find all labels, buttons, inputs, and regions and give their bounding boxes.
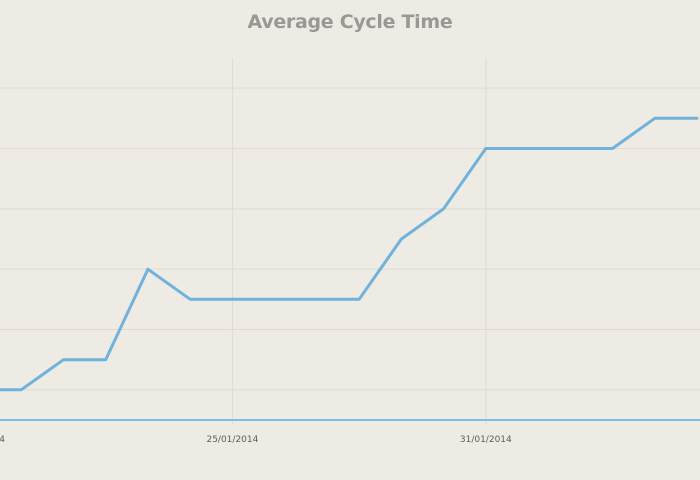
data-point [526, 147, 530, 150]
data-point [315, 298, 319, 301]
chart-title: Average Cycle Time [247, 11, 453, 33]
series-line [0, 116, 699, 392]
data-point [104, 358, 107, 361]
data-point [569, 147, 572, 150]
data-point [231, 298, 234, 301]
x-tick-label: 31/01/2014 [460, 435, 512, 445]
data-point [188, 298, 192, 301]
data-point [357, 298, 361, 301]
data-point [273, 298, 276, 301]
data-point [484, 147, 488, 150]
data-point [20, 388, 23, 392]
x-tick-label: 25/01/2014 [206, 435, 258, 445]
data-point [400, 237, 403, 241]
data-point [695, 117, 699, 120]
data-point [442, 207, 445, 211]
data-point [653, 117, 656, 120]
data-point [611, 147, 614, 150]
data-point [146, 267, 150, 271]
data-point [62, 358, 65, 361]
x-tick-label: 28/01/2014 [0, 435, 5, 445]
